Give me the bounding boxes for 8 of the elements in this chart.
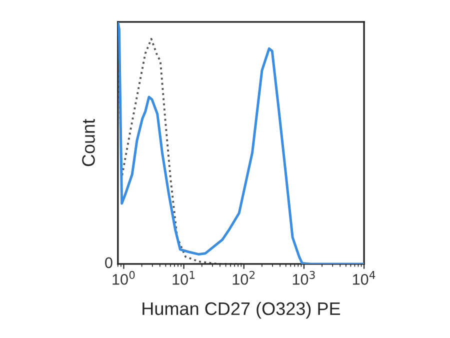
x-tick-label: 10$^{4}$ (352, 271, 376, 285)
y-axis-title: Count (82, 119, 95, 166)
x-tick-label: 10$^{3}$ (292, 270, 315, 285)
x-tick-label: 10$^{2}$ (232, 270, 255, 285)
x-tick-label: 10$^{1}$ (172, 271, 195, 285)
x-axis-title: Human CD27 (O323) PE (142, 302, 340, 319)
x-tick-label: 10$^{0}$ (112, 270, 135, 285)
text: 0 (105, 257, 112, 268)
